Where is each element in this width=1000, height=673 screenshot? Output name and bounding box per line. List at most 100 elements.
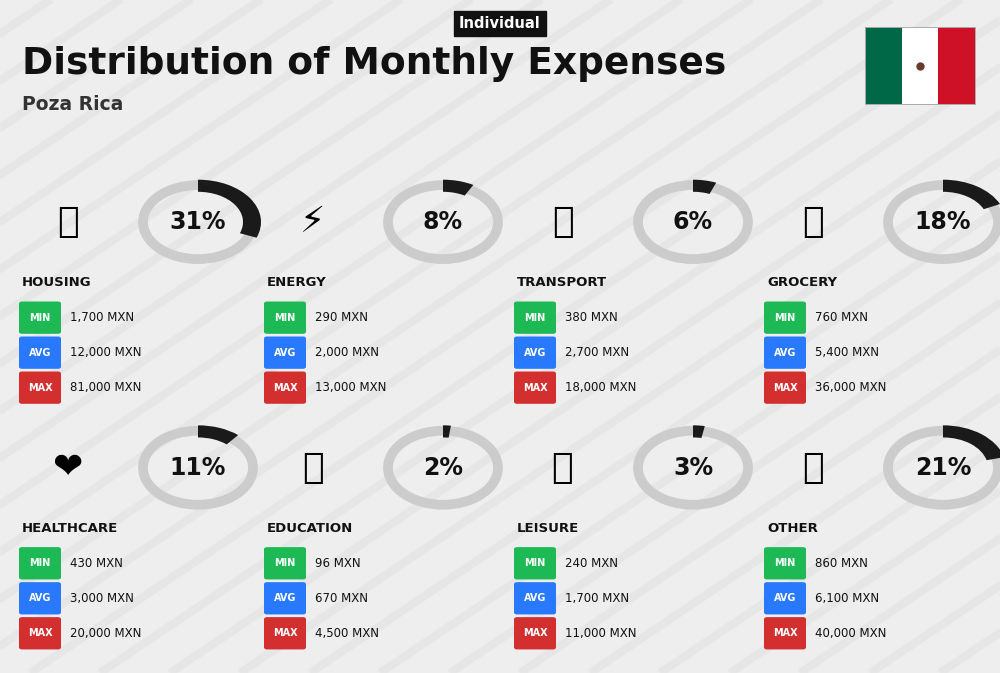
FancyBboxPatch shape — [514, 547, 556, 579]
Wedge shape — [198, 180, 261, 238]
Text: 36,000 MXN: 36,000 MXN — [815, 381, 886, 394]
Text: AVG: AVG — [274, 348, 296, 357]
FancyBboxPatch shape — [19, 547, 61, 579]
Text: 4,500 MXN: 4,500 MXN — [315, 627, 379, 640]
Text: 290 MXN: 290 MXN — [315, 311, 368, 324]
Text: MIN: MIN — [274, 313, 296, 322]
Text: AVG: AVG — [524, 594, 546, 603]
Text: 20,000 MXN: 20,000 MXN — [70, 627, 141, 640]
Text: MIN: MIN — [774, 559, 796, 568]
Text: 31%: 31% — [170, 210, 226, 234]
Text: HEALTHCARE: HEALTHCARE — [22, 522, 118, 535]
Text: 240 MXN: 240 MXN — [565, 557, 618, 570]
FancyBboxPatch shape — [19, 302, 61, 334]
Text: Individual: Individual — [459, 16, 541, 31]
Text: MIN: MIN — [524, 559, 546, 568]
Text: 760 MXN: 760 MXN — [815, 311, 868, 324]
Text: 🏢: 🏢 — [57, 205, 79, 239]
Text: 8%: 8% — [423, 210, 463, 234]
Text: 430 MXN: 430 MXN — [70, 557, 123, 570]
Text: TRANSPORT: TRANSPORT — [517, 276, 607, 289]
Text: 81,000 MXN: 81,000 MXN — [70, 381, 141, 394]
FancyBboxPatch shape — [514, 582, 556, 614]
Text: 13,000 MXN: 13,000 MXN — [315, 381, 386, 394]
FancyBboxPatch shape — [764, 617, 806, 649]
Wedge shape — [943, 180, 1000, 209]
Text: MAX: MAX — [273, 383, 297, 392]
FancyBboxPatch shape — [514, 302, 556, 334]
Text: 🎓: 🎓 — [302, 451, 324, 485]
FancyBboxPatch shape — [19, 582, 61, 614]
FancyBboxPatch shape — [264, 371, 306, 404]
Text: 18%: 18% — [915, 210, 971, 234]
Text: LEISURE: LEISURE — [517, 522, 579, 535]
Text: 1,700 MXN: 1,700 MXN — [70, 311, 134, 324]
Text: GROCERY: GROCERY — [767, 276, 837, 289]
Wedge shape — [443, 425, 451, 437]
Text: 40,000 MXN: 40,000 MXN — [815, 627, 886, 640]
Text: MAX: MAX — [523, 383, 547, 392]
Text: AVG: AVG — [29, 594, 51, 603]
FancyBboxPatch shape — [264, 582, 306, 614]
FancyBboxPatch shape — [902, 27, 938, 104]
Text: MIN: MIN — [524, 313, 546, 322]
Text: 5,400 MXN: 5,400 MXN — [815, 346, 879, 359]
FancyBboxPatch shape — [264, 336, 306, 369]
Text: Distribution of Monthly Expenses: Distribution of Monthly Expenses — [22, 46, 726, 82]
FancyBboxPatch shape — [764, 302, 806, 334]
Wedge shape — [693, 180, 716, 194]
FancyBboxPatch shape — [514, 336, 556, 369]
Text: 1,700 MXN: 1,700 MXN — [565, 592, 629, 605]
Text: 3%: 3% — [673, 456, 713, 480]
Text: MIN: MIN — [29, 313, 51, 322]
Text: AVG: AVG — [274, 594, 296, 603]
FancyBboxPatch shape — [865, 27, 902, 104]
Text: 860 MXN: 860 MXN — [815, 557, 868, 570]
Wedge shape — [443, 180, 473, 196]
FancyBboxPatch shape — [764, 336, 806, 369]
Text: 2%: 2% — [423, 456, 463, 480]
Text: MIN: MIN — [29, 559, 51, 568]
Text: ❤️: ❤️ — [53, 451, 83, 485]
FancyBboxPatch shape — [19, 617, 61, 649]
Text: MAX: MAX — [28, 629, 52, 638]
FancyBboxPatch shape — [264, 547, 306, 579]
Text: MAX: MAX — [273, 629, 297, 638]
FancyBboxPatch shape — [764, 582, 806, 614]
Text: 670 MXN: 670 MXN — [315, 592, 368, 605]
Text: 🚌: 🚌 — [552, 205, 574, 239]
Text: 2,000 MXN: 2,000 MXN — [315, 346, 379, 359]
Text: MAX: MAX — [28, 383, 52, 392]
Text: 3,000 MXN: 3,000 MXN — [70, 592, 134, 605]
Text: 🛍️: 🛍️ — [552, 451, 574, 485]
Text: 380 MXN: 380 MXN — [565, 311, 618, 324]
Text: MAX: MAX — [523, 629, 547, 638]
Text: 11,000 MXN: 11,000 MXN — [565, 627, 637, 640]
Text: HOUSING: HOUSING — [22, 276, 92, 289]
FancyBboxPatch shape — [19, 336, 61, 369]
Text: 11%: 11% — [170, 456, 226, 480]
Text: AVG: AVG — [29, 348, 51, 357]
FancyBboxPatch shape — [764, 547, 806, 579]
Text: MIN: MIN — [774, 313, 796, 322]
FancyBboxPatch shape — [264, 617, 306, 649]
FancyBboxPatch shape — [514, 617, 556, 649]
Text: 21%: 21% — [915, 456, 971, 480]
FancyBboxPatch shape — [764, 371, 806, 404]
FancyBboxPatch shape — [514, 371, 556, 404]
Text: MAX: MAX — [773, 629, 797, 638]
Wedge shape — [943, 425, 1000, 460]
Text: EDUCATION: EDUCATION — [267, 522, 353, 535]
Wedge shape — [198, 425, 238, 444]
Text: ENERGY: ENERGY — [267, 276, 327, 289]
Text: AVG: AVG — [774, 348, 796, 357]
FancyBboxPatch shape — [19, 371, 61, 404]
Text: 🛒: 🛒 — [802, 205, 824, 239]
Text: ⚡: ⚡ — [300, 205, 326, 239]
Text: 12,000 MXN: 12,000 MXN — [70, 346, 142, 359]
Text: 2,700 MXN: 2,700 MXN — [565, 346, 629, 359]
Text: OTHER: OTHER — [767, 522, 818, 535]
Text: AVG: AVG — [774, 594, 796, 603]
Text: 18,000 MXN: 18,000 MXN — [565, 381, 636, 394]
Text: 96 MXN: 96 MXN — [315, 557, 361, 570]
